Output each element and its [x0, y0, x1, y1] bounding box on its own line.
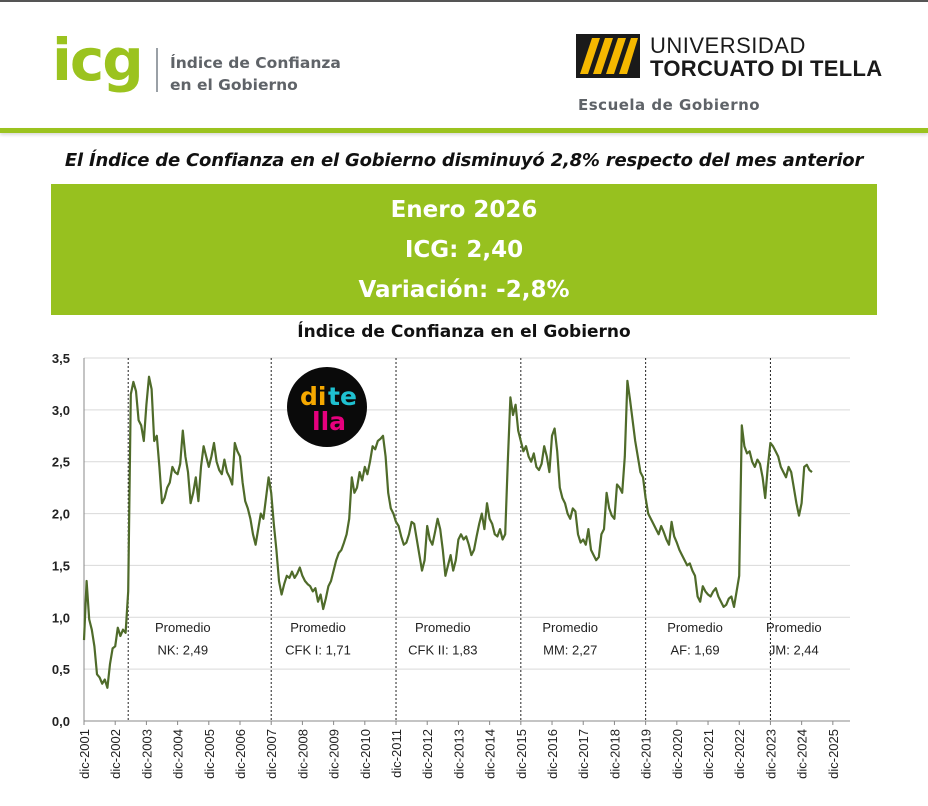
header: icg Índice de Confianza en el Gobierno U… — [0, 2, 928, 130]
y-tick-label: 1,0 — [52, 610, 70, 625]
x-tick-label: dic-2007 — [264, 729, 279, 779]
ditella-di: di — [300, 382, 326, 411]
x-tick-label: dic-2012 — [420, 729, 435, 779]
x-tick-label: dic-2004 — [171, 729, 186, 779]
headline: El Índice de Confianza en el Gobierno di… — [64, 150, 864, 171]
period-average: MM: 2,27 — [543, 643, 597, 658]
y-tick-label: 1,5 — [52, 558, 70, 573]
x-tick-label: dic-2001 — [77, 729, 92, 779]
period-average: CFK I: 1,71 — [285, 643, 351, 658]
icg-series-line — [82, 375, 813, 689]
y-tick-label: 0,0 — [52, 714, 70, 729]
period-label: Promedio — [290, 620, 346, 635]
x-tick-label: dic-2008 — [295, 729, 310, 779]
x-tick-label: dic-2005 — [202, 729, 217, 779]
x-tick-label: dic-2013 — [451, 729, 466, 779]
period-label: Promedio — [415, 620, 471, 635]
y-tick-label: 2,5 — [52, 455, 70, 470]
university-name-line1: UNIVERSIDAD — [650, 33, 806, 58]
icg-subtitle-line1: Índice de Confianza — [170, 54, 341, 72]
x-tick-label: dic-2017 — [576, 729, 591, 779]
period-label: Promedio — [542, 620, 598, 635]
summary-variation: Variación: -2,8% — [358, 277, 570, 303]
period-label: Promedio — [155, 620, 211, 635]
x-tick-label: dic-2009 — [327, 729, 342, 779]
x-tick-label: dic-2020 — [670, 729, 685, 779]
summary-period: Enero 2026 — [390, 197, 538, 223]
period-average: CFK II: 1,83 — [408, 643, 477, 658]
x-tick-label: dic-2024 — [795, 729, 810, 779]
period-average: JM: 2,44 — [769, 643, 819, 658]
university-name-line2: TORCUATO DI TELLA — [650, 56, 883, 81]
x-tick-label: dic-2022 — [732, 729, 747, 779]
summary-box: Enero 2026 ICG: 2,40 Variación: -2,8% — [51, 184, 877, 315]
y-tick-label: 3,5 — [52, 351, 70, 366]
x-tick-label: dic-2010 — [358, 729, 373, 779]
chart-title: Índice de Confianza en el Gobierno — [297, 322, 631, 342]
x-tick-label: dic-2011 — [389, 729, 404, 778]
x-tick-label: dic-2015 — [514, 729, 529, 779]
y-tick-label: 3,0 — [52, 403, 70, 418]
icg-logo: icg — [52, 26, 144, 94]
line-chart: 0,0 0,5 1,0 1,5 2,0 2,5 3,0 3,5 dic-2001 dic-2002… — [52, 351, 850, 779]
x-tick-label: dic-2025 — [826, 729, 841, 779]
university-stripes-icon — [576, 34, 640, 78]
ditella-lla: lla — [312, 407, 346, 436]
icg-logo-subtitle: Índice de Confianza en el Gobierno — [170, 52, 341, 96]
period-average: NK: 2,49 — [158, 643, 209, 658]
x-tick-label: dic-2019 — [639, 729, 654, 779]
ditella-badge: di te lla — [287, 367, 367, 447]
icg-subtitle-line2: en el Gobierno — [170, 76, 298, 94]
logo-separator — [156, 48, 158, 92]
x-tick-label: dic-2003 — [139, 729, 154, 779]
x-tick-label: dic-2002 — [108, 729, 123, 779]
header-accent-bar — [0, 128, 928, 133]
school-name: Escuela de Gobierno — [578, 96, 761, 114]
x-tick-label: dic-2016 — [545, 729, 560, 779]
x-tick-label: dic-2014 — [483, 729, 498, 779]
x-tick-label: dic-2021 — [701, 729, 716, 779]
period-label: Promedio — [766, 620, 822, 635]
y-tick-label: 0,5 — [52, 662, 70, 677]
period-average: AF: 1,69 — [670, 643, 719, 658]
x-tick-label: dic-2006 — [233, 729, 248, 779]
period-label: Promedio — [667, 620, 723, 635]
ditella-te: te — [328, 382, 357, 411]
x-tick-label: dic-2023 — [763, 729, 778, 779]
top-border — [0, 0, 928, 2]
x-tick-label: dic-2018 — [607, 729, 622, 779]
summary-icg-value: ICG: 2,40 — [404, 237, 524, 263]
y-tick-label: 2,0 — [52, 507, 70, 522]
